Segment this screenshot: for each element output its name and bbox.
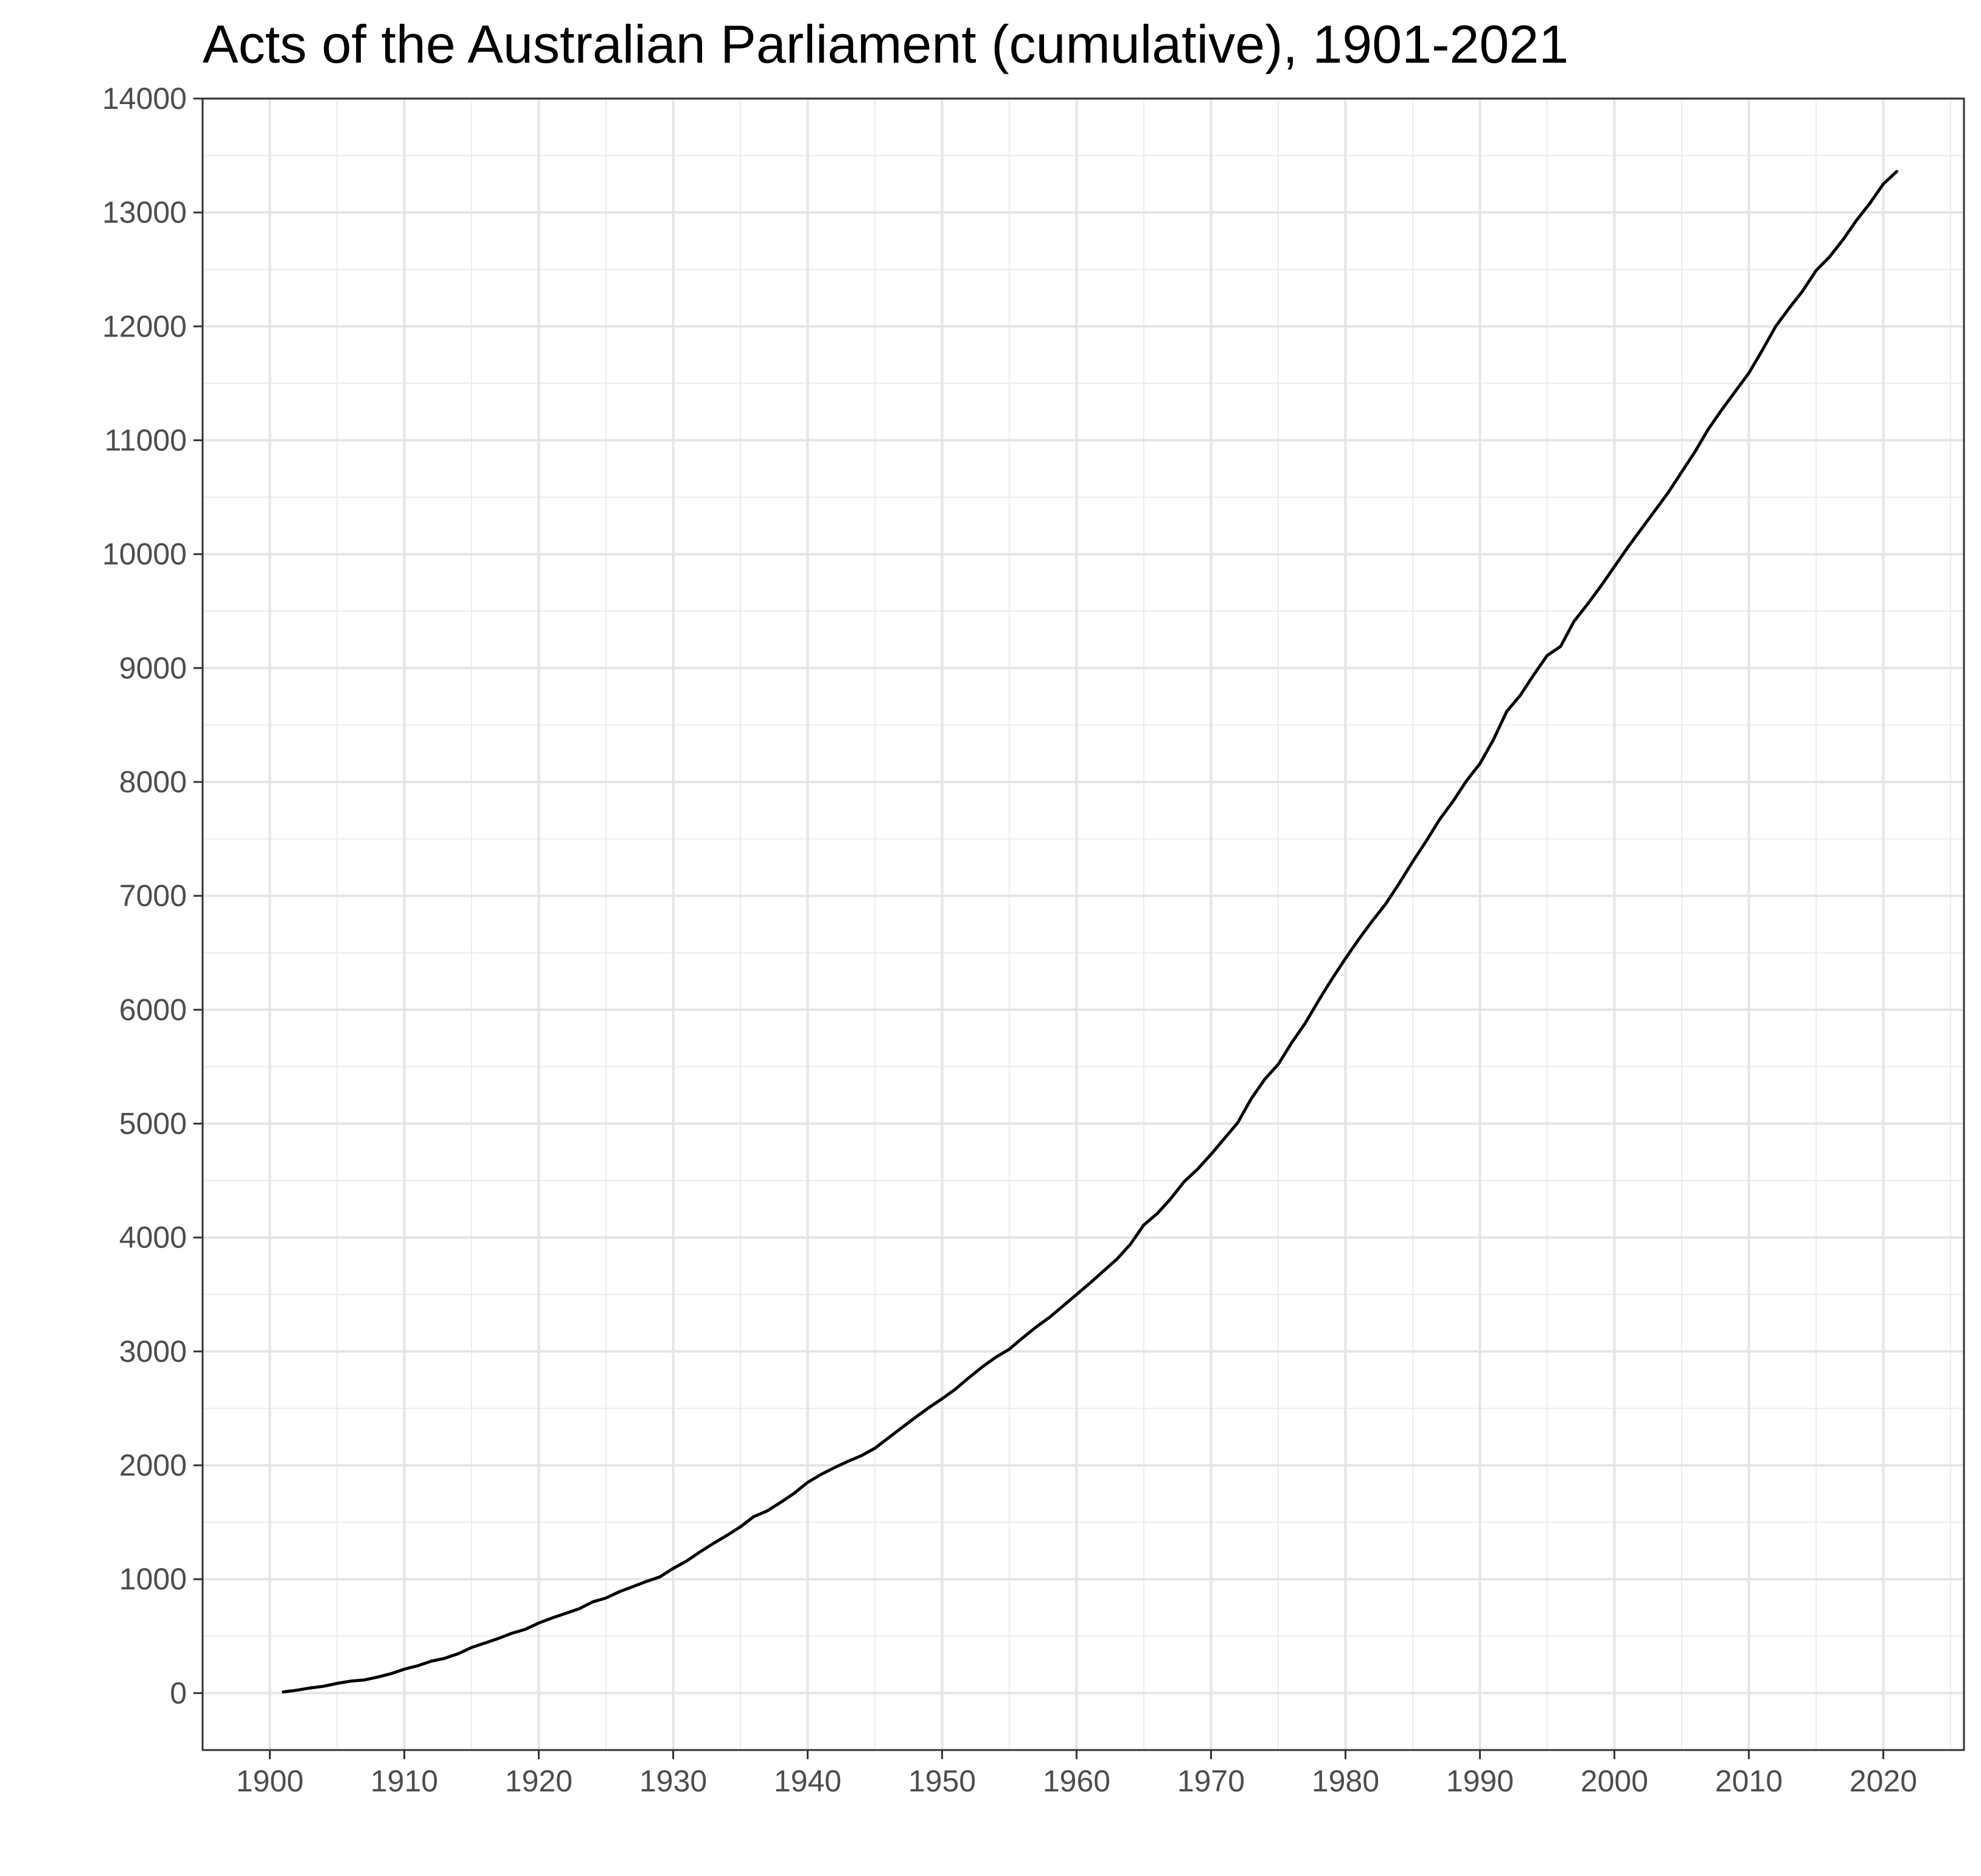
y-tick-label: 2000 <box>119 1448 187 1482</box>
x-tick-label: 1930 <box>639 1764 707 1798</box>
y-tick-label: 13000 <box>102 195 187 229</box>
y-tick-label: 4000 <box>119 1221 187 1255</box>
x-tick-label: 1960 <box>1043 1764 1110 1798</box>
x-tick-label: 1940 <box>774 1764 841 1798</box>
series-layer <box>282 170 1898 1693</box>
x-tick-label: 2020 <box>1850 1764 1917 1798</box>
minor-gridlines <box>203 99 1964 1750</box>
x-tick-label: 2000 <box>1581 1764 1648 1798</box>
y-tick-label: 10000 <box>102 537 187 571</box>
y-tick-label: 1000 <box>119 1562 187 1596</box>
x-tick-label: 1990 <box>1446 1764 1514 1798</box>
y-tick-label: 5000 <box>119 1107 187 1141</box>
major-gridlines <box>203 97 1964 1750</box>
y-axis: 0 1000 2000 3000 4000 5000 6000 7000 8000 9000 100… <box>102 82 203 1710</box>
y-tick-label: 11000 <box>105 424 187 458</box>
x-tick-label: 2010 <box>1715 1764 1783 1798</box>
x-tick-label: 1900 <box>236 1764 304 1798</box>
series-line <box>282 170 1898 1693</box>
chart-title: Acts of the Australian Parliament (cumul… <box>203 14 1568 74</box>
x-tick-label: 1950 <box>908 1764 976 1798</box>
y-tick-label: 3000 <box>119 1334 187 1369</box>
x-tick-label: 1920 <box>505 1764 573 1798</box>
y-tick-label: 7000 <box>119 879 187 913</box>
x-tick-label: 1910 <box>371 1764 438 1798</box>
y-tick-label: 14000 <box>102 82 187 116</box>
y-tick-label: 8000 <box>119 765 187 799</box>
y-tick-label: 6000 <box>119 992 187 1027</box>
x-tick-label: 1970 <box>1177 1764 1245 1798</box>
plot-panel-border <box>201 97 1965 1751</box>
x-tick-label: 1980 <box>1312 1764 1379 1798</box>
y-tick-label: 12000 <box>102 309 187 343</box>
y-tick-label: 9000 <box>119 651 187 685</box>
y-tick-label: 0 <box>170 1676 187 1710</box>
x-axis: 1900 1910 1920 1930 1940 1950 1960 1970 1980 1990… <box>236 1750 1917 1798</box>
